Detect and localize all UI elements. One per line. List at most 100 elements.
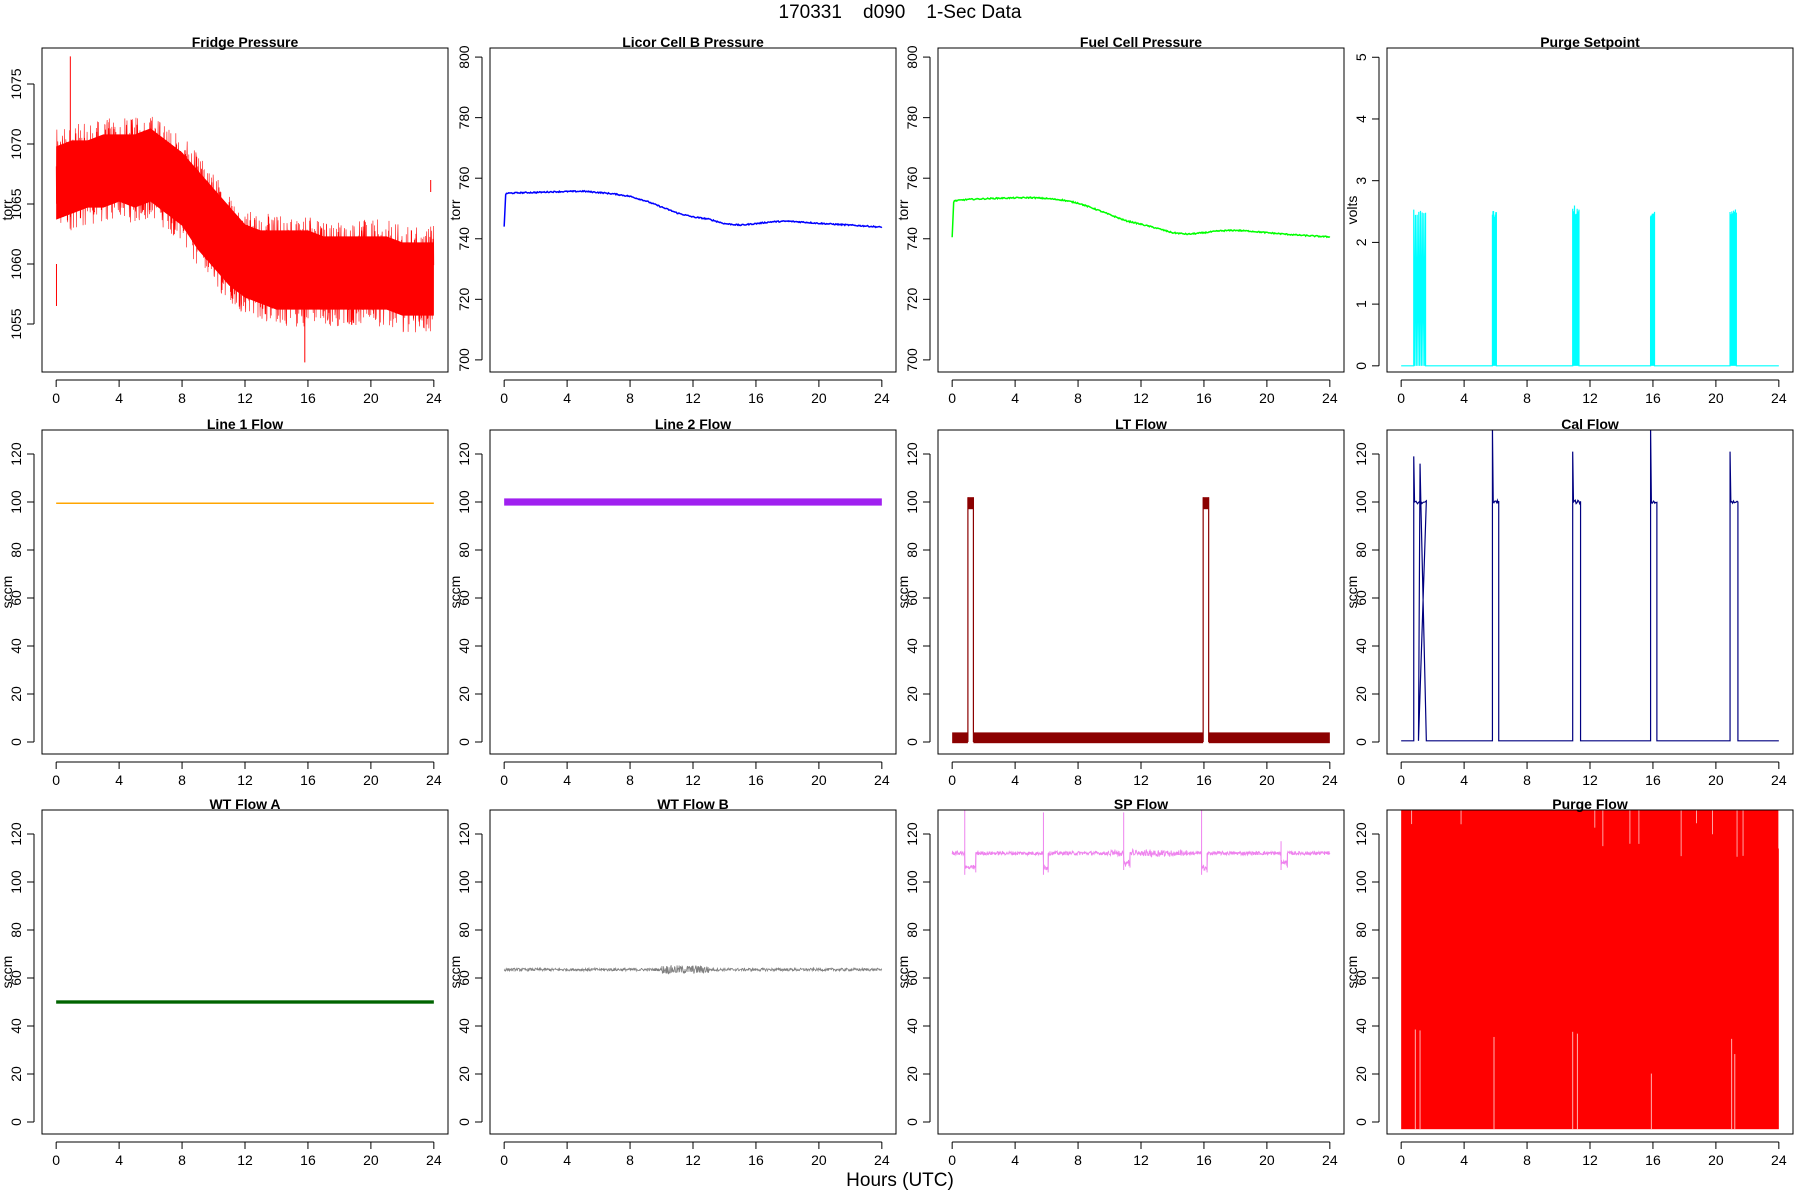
panel-title: Fuel Cell Pressure xyxy=(1080,34,1202,50)
x-tick-label: 24 xyxy=(874,390,890,406)
y-tick-label: 40 xyxy=(1353,638,1369,654)
y-tick-label: 100 xyxy=(904,870,920,894)
x-tick-label: 4 xyxy=(115,1152,123,1168)
x-tick-label: 24 xyxy=(426,772,442,788)
plot-frame xyxy=(41,47,449,373)
x-tick-label: 12 xyxy=(685,1152,701,1168)
x-tick-label: 24 xyxy=(1771,1152,1787,1168)
x-tick-label: 24 xyxy=(1322,390,1338,406)
x-tick-label: 24 xyxy=(874,1152,890,1168)
data-layer xyxy=(56,1000,434,1004)
x-axis: 0 4 8 12 16 20 24 xyxy=(948,1141,1338,1168)
x-tick-label: 0 xyxy=(1397,390,1405,406)
x-tick-label: 16 xyxy=(1645,772,1661,788)
plot-frame xyxy=(41,429,449,755)
x-tick-label: 20 xyxy=(1259,772,1275,788)
panel-title: WT Flow A xyxy=(209,796,280,812)
x-tick-label: 12 xyxy=(1133,390,1149,406)
figure-xlabel: Hours (UTC) xyxy=(846,1170,954,1191)
y-tick-label: 1 xyxy=(1353,300,1369,308)
y-tick-label: 40 xyxy=(8,1018,24,1034)
y-tick-label: 800 xyxy=(904,45,920,69)
data-layer xyxy=(503,189,883,229)
panel-cal-flow: Cal Flow 0 4 8 12 16 20 24 0 20 40 60 80 100 120 sccm xyxy=(1344,416,1794,788)
x-tick-label: 16 xyxy=(748,1152,764,1168)
y-tick-label: 100 xyxy=(904,490,920,514)
y-tick-label: 20 xyxy=(8,1066,24,1082)
x-axis: 0 4 8 12 16 20 24 xyxy=(1397,1141,1787,1168)
data-layer xyxy=(952,497,1330,744)
y-tick-label: 20 xyxy=(456,686,472,702)
x-axis: 0 4 8 12 16 20 24 xyxy=(500,761,890,788)
panel-line-2-flow: Line 2 Flow 0 4 8 12 16 20 24 0 20 40 60 80 100 120 scc… xyxy=(447,416,897,788)
y-tick-label: 60 xyxy=(456,590,472,606)
x-tick-label: 16 xyxy=(1196,772,1212,788)
panel-title: SP Flow xyxy=(1114,796,1168,812)
x-axis: 0 4 8 12 16 20 24 xyxy=(500,1141,890,1168)
y-tick-label: 0 xyxy=(8,1118,24,1126)
panel-title: Line 1 Flow xyxy=(207,416,283,432)
y-tick-label: 120 xyxy=(8,442,24,466)
x-tick-label: 0 xyxy=(1397,1152,1405,1168)
y-tick-label: 1055 xyxy=(8,308,24,339)
y-axis-label: torr xyxy=(447,199,463,220)
x-tick-label: 24 xyxy=(1771,772,1787,788)
series-line xyxy=(503,189,883,229)
x-tick-label: 12 xyxy=(685,390,701,406)
y-axis-label: sccm xyxy=(1344,956,1360,989)
x-axis: 0 4 8 12 16 20 24 xyxy=(52,379,442,406)
x-tick-label: 16 xyxy=(1645,390,1661,406)
y-axis: 0 20 40 60 80 100 120 sccm xyxy=(1344,822,1380,1126)
y-tick-label: 100 xyxy=(1353,490,1369,514)
plot-frame xyxy=(489,429,897,755)
y-tick-label: 60 xyxy=(8,590,24,606)
x-tick-label: 12 xyxy=(237,1152,253,1168)
x-tick-label: 12 xyxy=(237,390,253,406)
x-tick-label: 24 xyxy=(426,1152,442,1168)
x-tick-label: 0 xyxy=(500,1152,508,1168)
y-tick-label: 0 xyxy=(1353,362,1369,370)
y-tick-label: 700 xyxy=(456,348,472,372)
panel-title: Licor Cell B Pressure xyxy=(622,34,764,50)
baseline-band xyxy=(1208,732,1330,744)
x-tick-label: 16 xyxy=(300,1152,316,1168)
x-axis: 0 4 8 12 16 20 24 xyxy=(52,1141,442,1168)
plot-frame xyxy=(937,809,1345,1135)
y-tick-label: 20 xyxy=(1353,686,1369,702)
y-tick-label: 5 xyxy=(1353,53,1369,61)
panel-fuel-cell-pressure: Fuel Cell Pressure 0 4 8 12 16 20 24 700 720 740 76… xyxy=(895,34,1345,406)
y-tick-label: 60 xyxy=(904,970,920,986)
y-tick-label: 80 xyxy=(456,542,472,558)
x-tick-label: 8 xyxy=(626,390,634,406)
panel-lt-flow: LT Flow 0 4 8 12 16 20 24 0 20 40 60 80 100 120 sccm xyxy=(895,416,1345,788)
plot-frame xyxy=(1386,429,1794,755)
baseline-band xyxy=(973,732,1204,744)
data-layer xyxy=(951,196,1331,239)
x-tick-label: 24 xyxy=(1322,1152,1338,1168)
y-axis: 0 20 40 60 80 100 120 sccm xyxy=(895,822,931,1126)
y-tick-label: 1075 xyxy=(8,68,24,99)
x-tick-label: 20 xyxy=(363,772,379,788)
plot-frame xyxy=(937,429,1345,755)
y-axis-label: sccm xyxy=(447,576,463,609)
y-tick-label: 120 xyxy=(456,822,472,846)
y-tick-label: 1070 xyxy=(8,128,24,159)
x-tick-label: 4 xyxy=(115,772,123,788)
y-tick-label: 2 xyxy=(1353,238,1369,246)
panel-title: Purge Setpoint xyxy=(1540,34,1640,50)
x-tick-label: 12 xyxy=(1582,390,1598,406)
x-tick-label: 0 xyxy=(52,772,60,788)
y-tick-label: 780 xyxy=(456,106,472,130)
y-tick-label: 1060 xyxy=(8,248,24,279)
series-band xyxy=(56,128,434,316)
y-tick-label: 80 xyxy=(904,542,920,558)
y-tick-label: 20 xyxy=(904,1066,920,1082)
y-axis-label: sccm xyxy=(0,576,15,609)
y-tick-label: 40 xyxy=(904,1018,920,1034)
y-tick-label: 0 xyxy=(1353,1118,1369,1126)
x-axis: 0 4 8 12 16 20 24 xyxy=(948,379,1338,406)
series-line xyxy=(951,196,1331,239)
x-tick-label: 20 xyxy=(1708,1152,1724,1168)
y-tick-label: 0 xyxy=(1353,738,1369,746)
y-axis-label: volts xyxy=(1344,196,1360,225)
